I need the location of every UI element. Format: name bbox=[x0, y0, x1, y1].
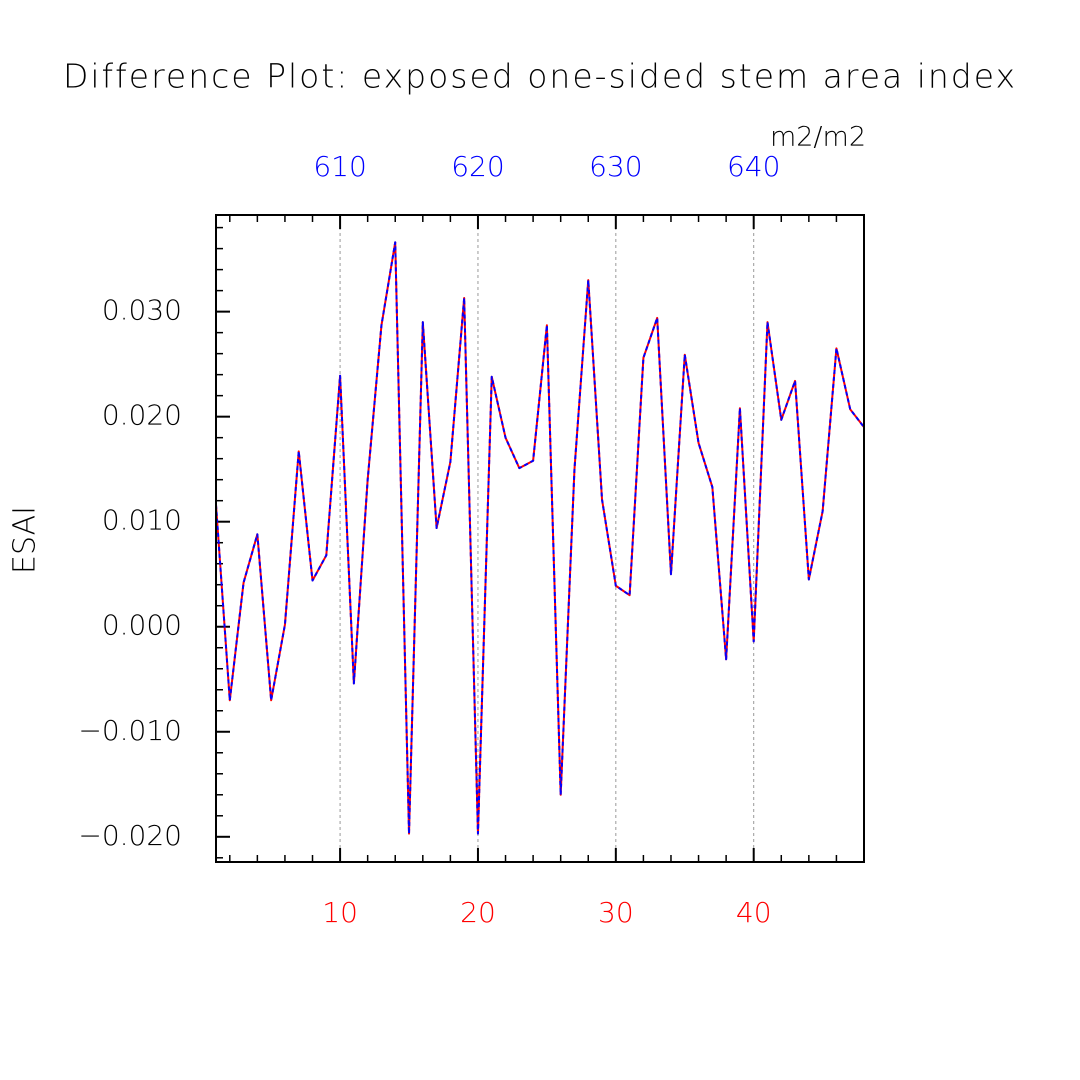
x2-tick-label: 610 bbox=[313, 150, 366, 183]
y-tick-label: 0.030 bbox=[102, 294, 182, 327]
plot-frame bbox=[215, 214, 865, 863]
x-tick-label: 10 bbox=[322, 896, 358, 929]
y-tick-label: −0.010 bbox=[78, 714, 182, 747]
y-tick-label: 0.000 bbox=[102, 609, 182, 642]
x-tick-label: 40 bbox=[736, 896, 772, 929]
x-tick-label: 20 bbox=[460, 896, 496, 929]
y-tick-label: −0.020 bbox=[78, 819, 182, 852]
x2-tick-label: 640 bbox=[727, 150, 780, 183]
x2-tick-label: 630 bbox=[589, 150, 642, 183]
data-line bbox=[215, 241, 865, 835]
x2-tick-label: 620 bbox=[451, 150, 504, 183]
units-label: m2/m2 bbox=[770, 122, 866, 153]
y-axis-label: ESAI bbox=[8, 506, 43, 574]
y-tick-label: 0.010 bbox=[102, 504, 182, 537]
y-tick-label: 0.020 bbox=[102, 399, 182, 432]
x-tick-label: 30 bbox=[598, 896, 634, 929]
chart-title: Difference Plot: exposed one-sided stem … bbox=[63, 57, 1017, 96]
